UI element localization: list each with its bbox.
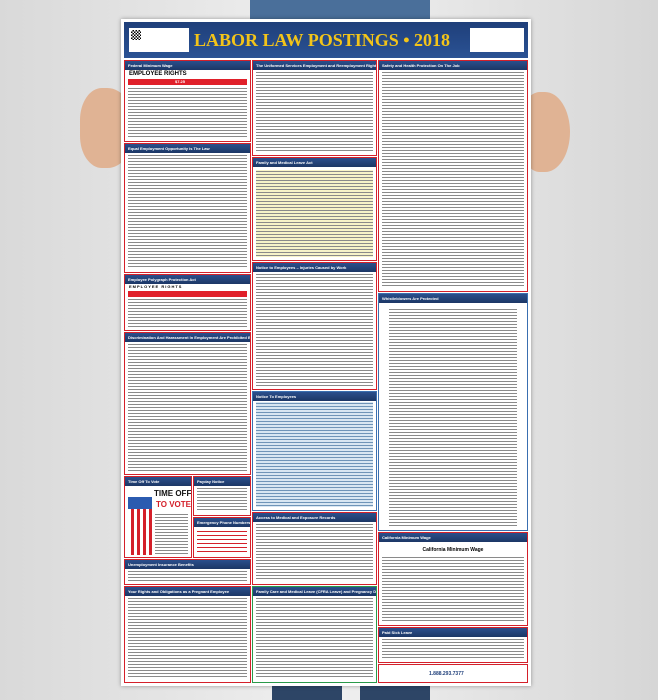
section-safety: Safety and Health Protection On The Job (378, 60, 528, 292)
section-whistleblowers: Whistleblowers Are Protected (378, 293, 528, 531)
person-shirt (250, 0, 430, 22)
footer-phone: 1.888.293.7377 (429, 671, 464, 677)
employee-rights-heading: EMPLOYEE RIGHTS (129, 71, 187, 77)
section-fmla: Family and Medical Leave Act (252, 157, 377, 261)
section-title: Federal Minimum Wage (125, 61, 250, 70)
section-title: Unemployment Insurance Benefits (125, 560, 250, 569)
section-notice-employees: Notice To Employees (252, 391, 377, 511)
section-title: Equal Employment Opportunity is The Law (125, 144, 250, 153)
section-title: Family Care and Medical Leave (CFRA Leav… (253, 587, 376, 596)
section-title: Whistleblowers Are Protected (379, 294, 527, 303)
section-title: The Uniformed Services Employment and Re… (253, 61, 376, 70)
polygraph-rights-heading: EMPLOYEE RIGHTS (129, 284, 183, 289)
section-federal-min-wage: Federal Minimum Wage EMPLOYEE RIGHTS $7.… (124, 60, 251, 142)
section-title: Paid Sick Leave (379, 628, 527, 637)
labor-law-poster: LABOR LAW POSTINGS • 2018 Federal Minimu… (121, 19, 531, 686)
poster-footer: 1.888.293.7377 (378, 664, 528, 683)
section-pregnant: Your Rights and Obligations as a Pregnan… (124, 586, 251, 683)
update-box (470, 28, 524, 52)
section-title: Notice to Employees – Injuries Caused by… (253, 263, 376, 272)
ca-min-wage-heading: California Minimum Wage (422, 547, 484, 553)
section-emergency: Emergency Phone Numbers (193, 517, 251, 558)
poster-header: LABOR LAW POSTINGS • 2018 (124, 22, 528, 58)
section-paid-sick: Paid Sick Leave (378, 627, 528, 663)
section-userra: The Uniformed Services Employment and Re… (252, 60, 377, 156)
section-ca-min-wage: California Minimum Wage California Minim… (378, 532, 528, 626)
section-title: Payday Notice (194, 477, 250, 486)
section-title: Access to Medical and Exposure Records (253, 513, 376, 522)
time-off-text: TIME OFF (154, 489, 192, 498)
section-unemployment: Unemployment Insurance Benefits (124, 559, 251, 585)
section-title: Safety and Health Protection On The Job (379, 61, 527, 70)
section-eeo: Equal Employment Opportunity is The Law (124, 143, 251, 273)
section-injuries: Notice to Employees – Injuries Caused by… (252, 262, 377, 390)
section-cfra: Family Care and Medical Leave (CFRA Leav… (252, 586, 377, 683)
section-title: Emergency Phone Numbers (194, 518, 250, 527)
section-title: Time Off To Vote (125, 477, 191, 486)
section-title: Your Rights and Obligations as a Pregnan… (125, 587, 250, 596)
section-time-off-vote: Time Off To Vote TIME OFF TO VOTE (124, 476, 192, 558)
poster-title: LABOR LAW POSTINGS • 2018 (194, 30, 451, 50)
to-vote-text: TO VOTE (156, 500, 191, 509)
section-medical-records: Access to Medical and Exposure Records (252, 512, 377, 585)
min-wage-bar: $7.25 (128, 79, 247, 85)
qr-box (129, 28, 189, 52)
ballot-box-icon (128, 497, 152, 555)
section-title: California Minimum Wage (379, 533, 527, 542)
section-discrimination: Discrimination And Harassment In Employm… (124, 332, 251, 475)
section-title: Discrimination And Harassment In Employm… (125, 333, 250, 342)
section-payday: Payday Notice (193, 476, 251, 516)
section-title: Family and Medical Leave Act (253, 158, 376, 167)
min-wage-value: $7.25 (175, 79, 186, 84)
section-title: Employee Polygraph Protection Act (125, 275, 250, 284)
section-polygraph: Employee Polygraph Protection Act EMPLOY… (124, 274, 251, 331)
person-jeans (272, 684, 342, 700)
person-jeans (360, 684, 430, 700)
section-title: Notice To Employees (253, 392, 376, 401)
